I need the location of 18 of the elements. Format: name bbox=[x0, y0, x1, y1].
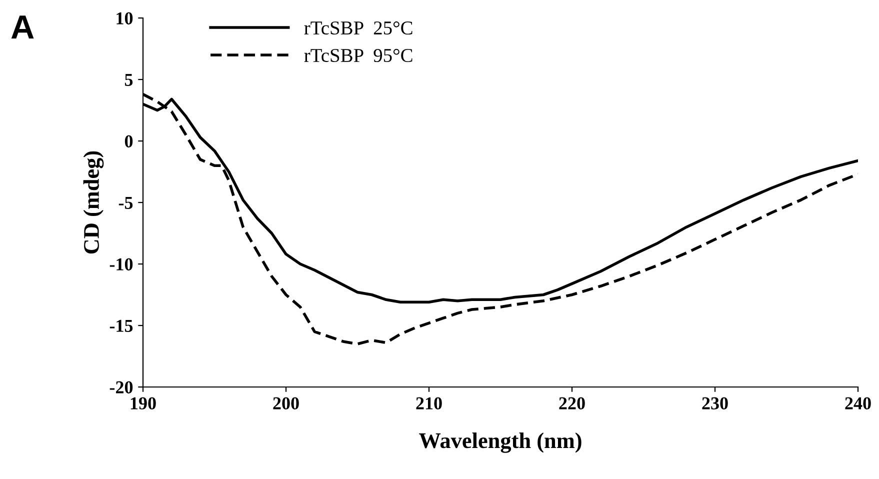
x-axis-title: Wavelength (nm) bbox=[419, 432, 582, 453]
x-tick-label: 230 bbox=[702, 397, 728, 410]
y-axis-title: CD (mdeg) bbox=[83, 151, 104, 254]
y-tick-label: -5 bbox=[118, 196, 133, 209]
y-tick-label: -10 bbox=[110, 258, 133, 270]
legend-label: rTcSBP 95°C bbox=[304, 48, 412, 62]
x-tick-label: 190 bbox=[130, 397, 156, 410]
y-tick-label: -15 bbox=[110, 320, 133, 332]
y-tick-label: -20 bbox=[110, 381, 133, 394]
x-tick-label: 220 bbox=[559, 397, 585, 410]
x-tick-label: 200 bbox=[273, 397, 299, 410]
x-tick-label: 240 bbox=[845, 397, 871, 410]
y-tick-label: 0 bbox=[124, 135, 133, 148]
y-tick-label: 10 bbox=[116, 12, 133, 24]
legend-label: rTcSBP 25°C bbox=[304, 21, 412, 35]
y-tick-label: 5 bbox=[124, 74, 133, 86]
text: A bbox=[11, 16, 34, 39]
x-tick-label: 210 bbox=[416, 397, 442, 410]
